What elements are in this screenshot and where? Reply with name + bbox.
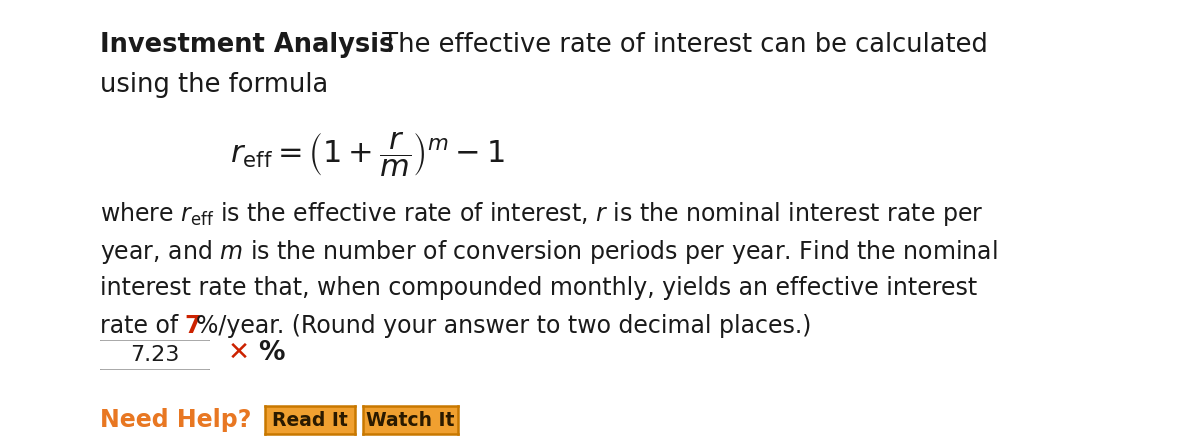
Text: where $r_{\mathrm{eff}}$ is the effective rate of interest, $r$ is the nominal i: where $r_{\mathrm{eff}}$ is the effectiv… <box>100 200 983 228</box>
Text: 7.23: 7.23 <box>131 345 180 365</box>
Text: $r_{\mathrm{eff}} = \left(1 + \dfrac{r}{m}\right)^{m} - 1$: $r_{\mathrm{eff}} = \left(1 + \dfrac{r}{… <box>230 130 505 178</box>
Text: using the formula: using the formula <box>100 72 329 98</box>
Text: Watch It: Watch It <box>366 410 455 430</box>
Text: rate of: rate of <box>100 314 186 338</box>
Text: 7: 7 <box>184 314 200 338</box>
FancyBboxPatch shape <box>97 340 214 370</box>
Text: year, and $m$ is the number of conversion periods per year. Find the nominal: year, and $m$ is the number of conversio… <box>100 238 997 266</box>
Text: Need Help?: Need Help? <box>100 408 251 432</box>
Text: interest rate that, when compounded monthly, yields an effective interest: interest rate that, when compounded mont… <box>100 276 977 300</box>
Text: ✕: ✕ <box>228 340 250 366</box>
Text: %: % <box>258 340 284 366</box>
Text: 7.23: 7.23 <box>131 345 180 365</box>
Text: The effective rate of interest can be calculated: The effective rate of interest can be ca… <box>366 32 989 58</box>
Text: %/year. (Round your answer to two decimal places.): %/year. (Round your answer to two decima… <box>196 314 811 338</box>
Text: Investment Analysis: Investment Analysis <box>100 32 395 58</box>
Text: Read It: Read It <box>272 410 348 430</box>
